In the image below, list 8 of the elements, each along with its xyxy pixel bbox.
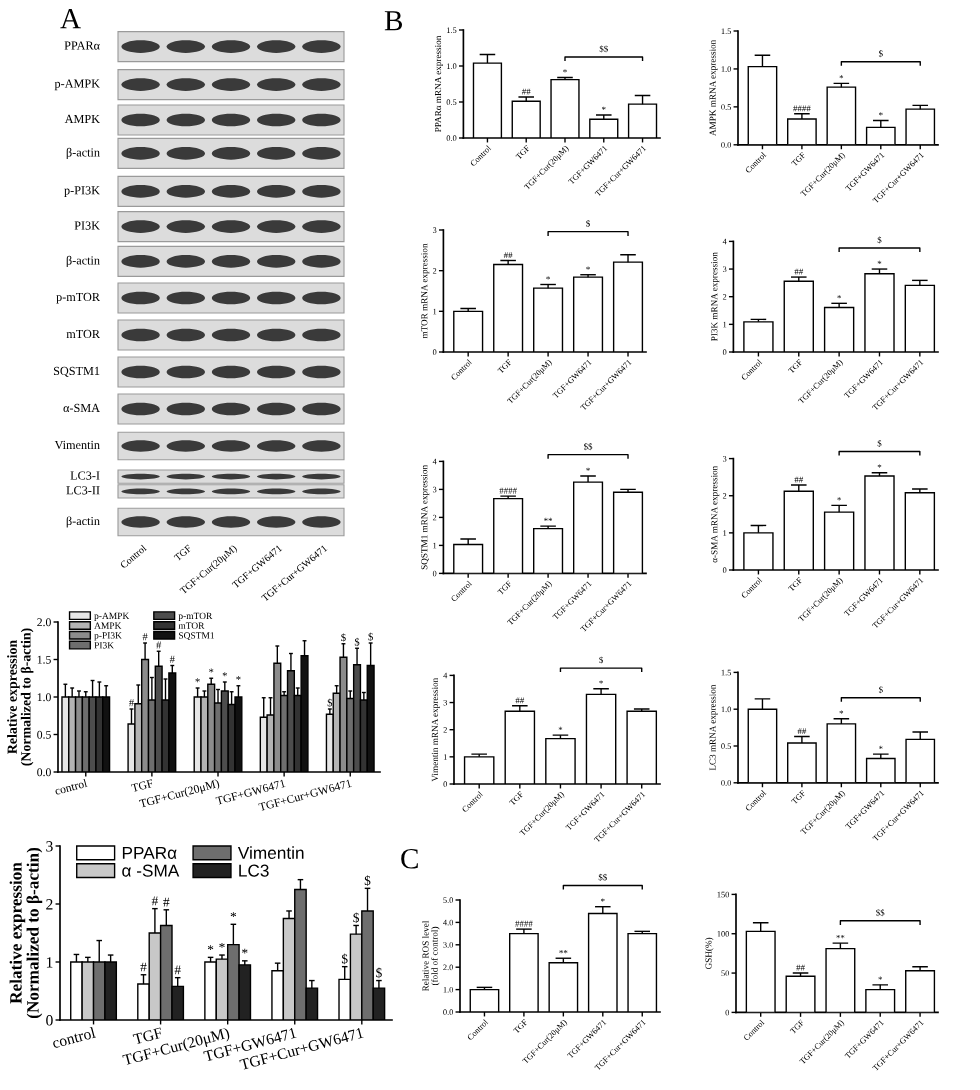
text: A: [60, 8, 81, 29]
legend-label: α -SMA: [122, 864, 180, 877]
chart-title: B: [384, 11, 403, 31]
y-axis-title: Relative expression (Normalized to β-actin): [9, 847, 43, 1019]
legend-label: Vimentin: [237, 846, 304, 859]
chart-title: C: [401, 848, 418, 869]
legend-label: PPARα: [122, 846, 177, 859]
legend-label: LC3: [239, 864, 269, 877]
